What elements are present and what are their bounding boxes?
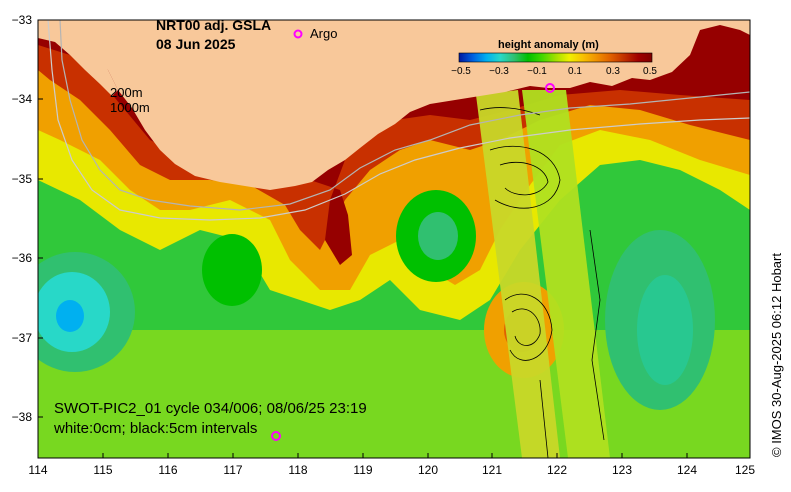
lat-tick-label: −38: [11, 410, 32, 424]
eddy-cyclonic-far-east-core: [637, 275, 693, 385]
lat-tick-label: −37: [11, 331, 32, 345]
eddy-cyclonic-central: [202, 234, 262, 306]
colorbar-tick: −0.3: [489, 66, 509, 77]
eddy-cyclonic-west-core: [56, 300, 84, 332]
isobath-label-1000m: 1000m: [110, 100, 150, 115]
imos-timestamp: © IMOS 30-Aug-2025 06:12 Hobart: [769, 253, 784, 457]
lat-tick-label: −36: [11, 251, 32, 265]
lat-tick-label: −35: [11, 172, 32, 186]
colorbar-tick: −0.1: [527, 66, 547, 77]
plot-area: [38, 20, 750, 458]
colorbar-tick: −0.5: [451, 66, 471, 77]
lon-tick-label: 114: [28, 463, 48, 477]
lon-tick-label: 123: [611, 463, 633, 477]
lon-tick-label: 124: [676, 463, 698, 477]
lon-tick-label: 116: [158, 463, 178, 477]
isobath-1000m: [47, 20, 750, 221]
lon-tick-label: 117: [223, 463, 243, 477]
argo-legend-marker: [293, 29, 303, 39]
lon-tickmarks: [37, 453, 751, 458]
plot-border: [37, 19, 751, 459]
lon-tick-label: 118: [288, 463, 308, 477]
lon-tick-label: 125: [734, 463, 756, 477]
colorbar-title: height anomaly (m): [498, 39, 599, 51]
argo-legend-label: Argo: [310, 26, 338, 41]
lat-tick-label: −33: [11, 13, 32, 27]
swot-swath-right: [522, 90, 610, 458]
lon-tick-label: 121: [481, 463, 503, 477]
contour-legend-label: white:0cm; black:5cm intervals: [54, 420, 258, 437]
lat-tick-label: −34: [11, 92, 32, 106]
colorbar-tick: 0.1: [568, 66, 582, 77]
colorbar: [458, 52, 653, 63]
colorbar-tick: 0.3: [606, 66, 620, 77]
argo-markers: [271, 83, 555, 441]
land-southwest-cape: [38, 20, 118, 96]
lon-tick-label: 115: [93, 463, 113, 477]
map-title-product: NRT00 adj. GSLA: [156, 17, 272, 33]
swot-contours: [479, 107, 605, 458]
lon-tick-label: 119: [353, 463, 373, 477]
lon-tick-label: 120: [417, 463, 439, 477]
eddy-cyclonic-east-core: [418, 212, 458, 260]
map-title-date: 08 Jun 2025: [156, 36, 236, 52]
lat-tickmarks: [38, 19, 43, 418]
lon-tick-label: 122: [546, 463, 568, 477]
isobath-label-200m: 200m: [110, 85, 143, 100]
isobath-200m: [59, 20, 750, 211]
colorbar-tick: 0.5: [643, 66, 657, 77]
land-australia: [38, 20, 750, 190]
swot-pass-label: SWOT-PIC2_01 cycle 034/006; 08/06/25 23:…: [54, 400, 367, 417]
swot-swath-left: [476, 90, 560, 458]
